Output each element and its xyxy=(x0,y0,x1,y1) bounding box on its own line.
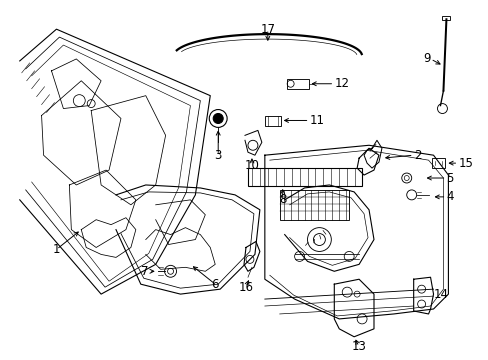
Bar xyxy=(247,168,361,186)
Circle shape xyxy=(213,113,223,123)
Text: 2: 2 xyxy=(413,149,420,162)
Text: 9: 9 xyxy=(422,53,429,66)
Text: 1: 1 xyxy=(53,243,60,256)
Text: 8: 8 xyxy=(279,193,286,206)
Text: 11: 11 xyxy=(309,114,324,127)
Text: 5: 5 xyxy=(446,171,453,185)
Text: 4: 4 xyxy=(446,190,453,203)
Bar xyxy=(431,158,445,168)
Text: 16: 16 xyxy=(238,281,253,294)
Bar xyxy=(264,117,280,126)
Text: 13: 13 xyxy=(351,340,366,353)
Text: 3: 3 xyxy=(214,149,222,162)
Bar xyxy=(279,190,348,220)
Text: 17: 17 xyxy=(260,23,275,36)
Bar xyxy=(442,16,449,20)
Text: 10: 10 xyxy=(244,159,259,172)
Bar xyxy=(286,79,308,89)
Text: 14: 14 xyxy=(433,288,447,301)
Text: 12: 12 xyxy=(334,77,348,90)
Text: 6: 6 xyxy=(211,278,219,291)
Text: 7: 7 xyxy=(141,265,148,278)
Text: 15: 15 xyxy=(457,157,472,170)
